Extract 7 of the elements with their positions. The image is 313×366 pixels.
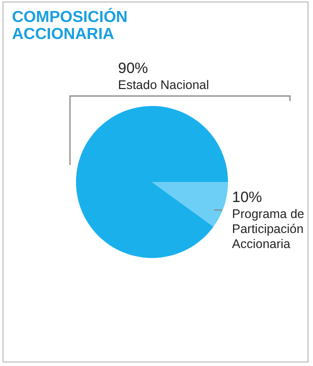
data-label: 10%	[232, 189, 262, 206]
pie-slice	[76, 106, 228, 258]
pie-slice	[152, 182, 228, 227]
slice-label: Programa de Participación Accionaria	[232, 207, 304, 251]
chart-title: COMPOSICIÓN ACCIONARIA	[12, 7, 128, 43]
slice-label: Estado Nacional	[118, 78, 210, 92]
data-label: 90%	[118, 60, 148, 77]
